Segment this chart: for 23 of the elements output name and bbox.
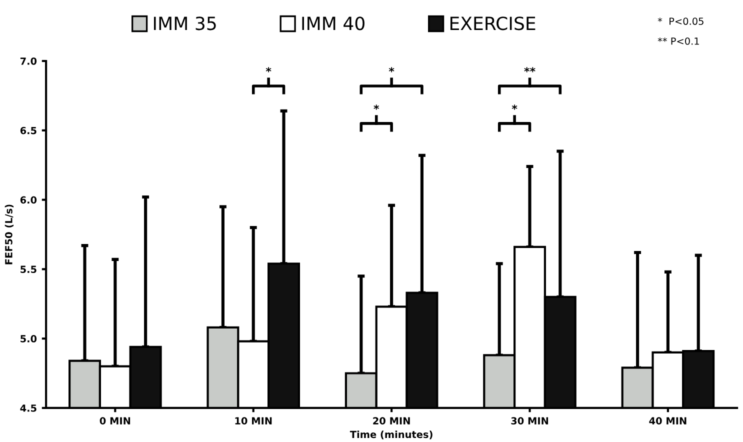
x-tick-label: 0 MIN xyxy=(100,417,130,425)
y-axis-title: FEF50 (L/s) xyxy=(4,204,14,264)
x-tick-label: 30 MIN xyxy=(511,417,548,425)
legend-label: IMM 40 xyxy=(302,16,364,30)
x-tick-label: 40 MIN xyxy=(649,417,686,425)
x-tick-label: 20 MIN xyxy=(373,417,410,425)
y-tick-label: 4.5 xyxy=(20,404,36,412)
x-tick-label: 10 MIN xyxy=(235,417,272,425)
y-tick-label: 6.0 xyxy=(20,196,37,204)
x-axis-title: Time (minutes) xyxy=(350,430,432,440)
y-tick-label: 5.0 xyxy=(20,335,37,342)
legend-label: IMM 35 xyxy=(154,16,216,30)
y-tick-label: 7.0 xyxy=(20,57,37,65)
legend-label: EXERCISE xyxy=(450,16,536,30)
text: * P<0.05 xyxy=(658,18,704,25)
annotation: ** xyxy=(524,67,536,72)
y-tick-label: 6.5 xyxy=(20,126,36,134)
annotation: * xyxy=(374,104,380,110)
annotation: * xyxy=(388,67,394,72)
annotation: * xyxy=(512,104,518,110)
annotation: * xyxy=(266,67,272,72)
text: ** P<0.1 xyxy=(658,37,699,45)
y-tick-label: 5.5 xyxy=(20,266,36,274)
